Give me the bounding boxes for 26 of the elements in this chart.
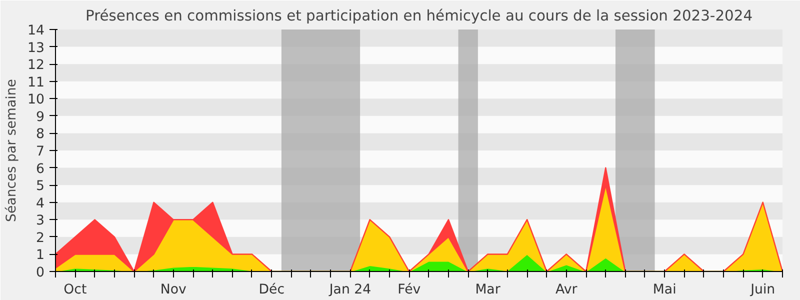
y-tick-label: 1 xyxy=(36,248,45,264)
y-tick-label: 9 xyxy=(36,110,45,125)
y-tick-label: 2 xyxy=(36,230,45,246)
y-tick-label: 7 xyxy=(36,144,45,160)
x-tick-label: Juin xyxy=(750,282,776,298)
x-tick-label: Jan 24 xyxy=(328,282,372,298)
y-tick-label: 0 xyxy=(36,266,45,280)
y-tick-label: 4 xyxy=(36,196,45,212)
y-tick-label: 14 xyxy=(28,24,45,38)
y-tick-label: 6 xyxy=(36,162,45,177)
x-tick-label: Fév xyxy=(398,282,421,298)
y-tick-label: 3 xyxy=(36,214,45,229)
y-tick-label: 11 xyxy=(28,75,45,90)
y-axis-title: Séances par semaine xyxy=(4,79,20,222)
y-tick-label: 10 xyxy=(28,92,45,108)
x-tick-label: Nov xyxy=(160,282,187,298)
y-tick-label: 5 xyxy=(36,179,45,194)
x-tick-label: Mar xyxy=(475,282,501,298)
x-tick-label: Avr xyxy=(556,282,578,298)
y-tick-label: 8 xyxy=(36,127,45,142)
y-tick-label: 13 xyxy=(28,40,45,56)
x-tick-label: Mai xyxy=(652,282,676,298)
y-tick-label: 12 xyxy=(28,58,45,74)
x-tick-label: Déc xyxy=(258,282,285,298)
chart-title: Présences en commissions et participation en hémicycle au cours de la session 2023-2024 xyxy=(85,8,753,24)
x-tick-label: Oct xyxy=(64,282,87,298)
